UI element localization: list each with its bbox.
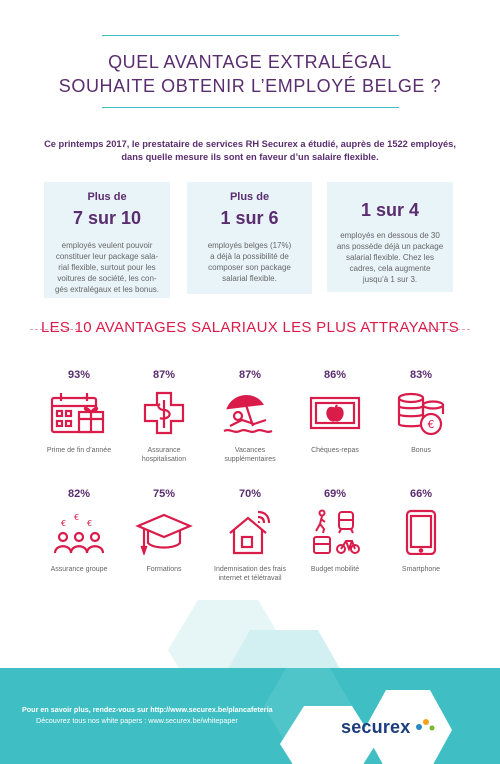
stat-description: employés belges (17%) a déjà la possibili…	[207, 241, 292, 283]
group-euro-icon: € € €	[53, 513, 105, 554]
stat-description: employés en dessous de 30 ans possède déj…	[336, 231, 444, 284]
benefit-percentage: 87%	[152, 369, 176, 381]
benefit-label: Indemnisation des frais internet et télét…	[214, 566, 286, 582]
banknote-apple-icon	[309, 396, 361, 430]
stat-prefix: Plus de	[87, 191, 127, 203]
benefit-item: 69% Budget mobilité	[287, 487, 383, 574]
beach-icon	[223, 395, 273, 433]
benefit-percentage: 82%	[67, 488, 91, 500]
benefit-percentage: 69%	[323, 488, 347, 500]
stat-box-2: Plus de 1 sur 6 employés belges (17%) a d…	[187, 182, 312, 294]
calendar-gift-icon	[50, 393, 105, 434]
footer-link-text[interactable]: Pour en savoir plus, rendez-vous sur htt…	[22, 705, 273, 714]
intro-text: Ce printemps 2017, le prestataire de ser…	[44, 139, 456, 162]
stat-description: employés veulent pouvoir constituer leur …	[54, 241, 160, 294]
benefit-percentage: 87%	[238, 369, 262, 381]
benefit-percentage: 86%	[323, 369, 347, 381]
benefit-label: Assurance groupe	[50, 566, 108, 573]
benefit-percentage: 83%	[409, 369, 433, 381]
transport-icon	[313, 509, 360, 554]
page-title: QUEL AVANTAGE EXTRALÉGAL SOUHAITE OBTENI…	[58, 52, 442, 96]
footer-whitepaper-text[interactable]: Découvrez tous nos white papers : www.se…	[36, 716, 238, 725]
svg-text:€: €	[74, 513, 79, 522]
benefit-label: Prime de fin d’année	[46, 447, 112, 454]
benefit-label: Budget mobilité	[310, 566, 360, 573]
title-rule	[102, 107, 399, 108]
benefit-percentage: 66%	[409, 488, 433, 500]
svg-text:€: €	[87, 519, 92, 528]
stat-prefix: Plus de	[229, 191, 270, 203]
benefit-label: Chèques-repas	[311, 447, 359, 454]
home-wifi-icon	[229, 510, 271, 555]
benefit-label: Bonus	[411, 447, 431, 454]
benefit-item: 70% Indemnisation des frais internet et t…	[202, 487, 298, 583]
benefit-label: Assurance hospitalisation	[141, 447, 187, 463]
svg-text:€: €	[61, 519, 66, 528]
section-divider-left	[30, 329, 78, 330]
benefit-item: 83% € Bonus	[373, 368, 469, 455]
stat-box-3: 1 sur 4 employés en dessous de 30 ans pos…	[327, 182, 453, 292]
benefit-label: Smartphone	[401, 566, 441, 573]
benefit-item: 86% Chèques-repas	[287, 368, 383, 455]
section-title: LES 10 AVANTAGES SALARIAUX LES PLUS ATTR…	[40, 319, 460, 336]
benefit-percentage: 70%	[238, 488, 262, 500]
logo-dots-icon	[415, 719, 435, 731]
coins-icon: €	[397, 392, 445, 436]
smartphone-icon	[405, 509, 437, 555]
medical-cross-icon	[143, 391, 185, 435]
securex-logo: securex	[341, 717, 437, 738]
svg-text:€: €	[428, 418, 435, 431]
stat-box-1: Plus de 7 sur 10 employés veulent pouvoi…	[44, 182, 170, 298]
benefit-label: Vacances supplémentaires	[224, 447, 276, 463]
benefit-item: 87% Vacances supplémentaires	[202, 368, 298, 464]
benefit-item: 93% Prime de fin d’année	[31, 368, 127, 455]
section-divider-right	[422, 329, 470, 330]
benefit-label: Formations	[146, 566, 182, 573]
benefit-percentage: 93%	[67, 369, 91, 381]
benefit-item: 87% Assurance hospitalisation	[116, 368, 212, 464]
top-rule	[102, 35, 399, 36]
graduation-cap-icon	[135, 513, 193, 555]
benefit-item: 75% Formations	[116, 487, 212, 574]
benefit-percentage: 75%	[152, 488, 176, 500]
stat-value: 1 sur 4	[360, 200, 420, 220]
benefit-item: 66% Smartphone	[373, 487, 469, 574]
benefit-item: 82% € € € Assurance groupe	[31, 487, 127, 574]
stat-value: 1 sur 6	[220, 208, 279, 228]
stat-value: 7 sur 10	[72, 208, 142, 228]
